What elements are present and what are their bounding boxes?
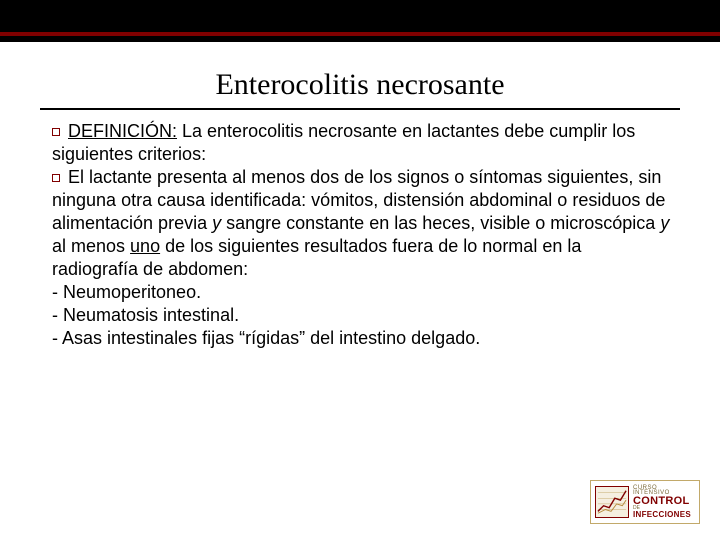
criteria-y-1: y [212,213,221,233]
logo-line-4: INFECCIONES [633,511,695,518]
logo-chart-icon [595,486,629,518]
logo-line-2: CONTROL [633,497,695,507]
top-bar-accent-line [0,32,720,36]
footer-logo: CURSO INTENSIVO CONTROL DE INFECCIONES [590,480,700,524]
logo-text: CURSO INTENSIVO CONTROL DE INFECCIONES [633,486,695,518]
definition-label: DEFINICIÓN: [68,121,177,141]
bullet-item: - Neumatosis intestinal. [52,304,672,327]
square-bullet-icon [52,174,60,182]
criteria-paragraph: El lactante presenta al menos dos de los… [52,166,672,281]
criteria-text-3a: al menos [52,236,130,256]
bullet-item: - Neumoperitoneo. [52,281,672,304]
top-bar [0,0,720,42]
bullet-item: - Asas intestinales fijas “rígidas” del … [52,327,672,350]
page-title: Enterocolitis necrosante [40,68,680,108]
criteria-text-2: sangre constante en las heces, visible o… [221,213,660,233]
square-bullet-icon [52,128,60,136]
definition-paragraph: DEFINICIÓN: La enterocolitis necrosante … [52,120,672,166]
criteria-uno: uno [130,236,160,256]
title-block: Enterocolitis necrosante [0,68,720,108]
criteria-y-2: y [660,213,669,233]
body-text: DEFINICIÓN: La enterocolitis necrosante … [0,110,720,350]
